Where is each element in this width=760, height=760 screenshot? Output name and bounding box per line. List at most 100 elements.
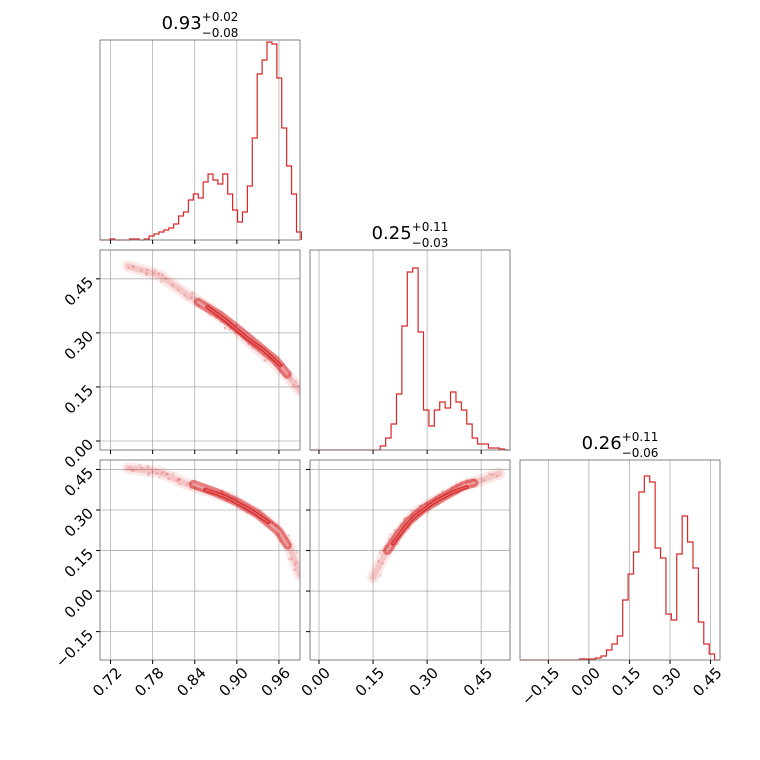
sample-point bbox=[185, 482, 189, 486]
sample-point bbox=[175, 478, 179, 482]
panel-frame bbox=[99, 459, 301, 661]
contour-level bbox=[205, 304, 283, 368]
sample-point bbox=[296, 384, 300, 388]
sample-point bbox=[388, 532, 392, 536]
sample-point bbox=[223, 326, 227, 330]
contour-level bbox=[203, 487, 271, 525]
scatter-panel-2 bbox=[99, 459, 305, 661]
sample-point bbox=[147, 473, 150, 477]
panel-frame bbox=[99, 249, 301, 451]
sample-point bbox=[191, 291, 195, 295]
sample-point bbox=[263, 359, 267, 362]
sample-point bbox=[377, 559, 380, 563]
panel-frame bbox=[309, 459, 511, 661]
x-tick-label: 0.84 bbox=[173, 664, 209, 700]
lower-error: −0.08 bbox=[202, 26, 239, 40]
sample-point bbox=[177, 288, 180, 292]
histogram-panel-1: 0.93+0.02 −0.08 bbox=[99, 10, 303, 241]
x-tick-label: 0.45 bbox=[460, 664, 496, 700]
sample-point bbox=[292, 383, 296, 387]
sample-point bbox=[178, 477, 182, 481]
sample-point bbox=[161, 273, 165, 277]
sample-point bbox=[132, 468, 136, 472]
y-tick-label: 0.00 bbox=[61, 585, 97, 621]
sample-point bbox=[178, 482, 182, 486]
y-tick-label: −0.15 bbox=[52, 626, 97, 671]
sample-point bbox=[153, 268, 157, 272]
sample-point bbox=[290, 557, 294, 561]
sample-point bbox=[183, 294, 187, 298]
y-tick-label: 0.30 bbox=[61, 327, 97, 363]
x-tick-label: 0.30 bbox=[406, 664, 442, 700]
x-tick-label: 0.72 bbox=[89, 664, 125, 700]
contour-level bbox=[188, 479, 292, 550]
sample-point bbox=[294, 560, 298, 564]
sample-point bbox=[495, 474, 499, 478]
histogram-line bbox=[310, 267, 510, 451]
x-tick-label: 0.30 bbox=[649, 664, 685, 700]
sample-point bbox=[287, 557, 291, 561]
sample-point bbox=[165, 472, 169, 476]
y-tick-label: 0.30 bbox=[61, 504, 97, 540]
histogram-panel-2: 0.25+0.11 −0.03 bbox=[309, 220, 511, 451]
sample-point bbox=[158, 476, 161, 479]
sample-density bbox=[125, 263, 300, 394]
sample-point bbox=[482, 478, 486, 482]
sample-point bbox=[289, 377, 293, 381]
x-tick-label: 0.45 bbox=[689, 664, 725, 700]
sample-point bbox=[295, 550, 299, 554]
sample-point bbox=[293, 562, 297, 566]
histogram-panel-3: 0.26+0.11 −0.06 bbox=[519, 430, 721, 661]
sample-point bbox=[185, 297, 189, 301]
panel-frame bbox=[519, 459, 721, 661]
sample-point bbox=[287, 534, 291, 537]
sample-point bbox=[151, 470, 155, 474]
sample-point bbox=[171, 472, 175, 476]
lower-error: −0.06 bbox=[622, 446, 659, 460]
sample-point bbox=[426, 511, 430, 515]
sample-point bbox=[145, 268, 149, 272]
scatter-panel-3 bbox=[309, 459, 511, 661]
median-value: 0.25 bbox=[372, 223, 412, 244]
median-value: 0.93 bbox=[162, 13, 202, 34]
sample-cloud bbox=[122, 260, 300, 397]
sample-point bbox=[145, 271, 148, 275]
x-tick-label: 0.96 bbox=[258, 664, 294, 700]
histogram-line bbox=[520, 475, 720, 661]
sample-point bbox=[140, 268, 143, 272]
contour-level bbox=[390, 485, 469, 546]
sample-point bbox=[189, 296, 193, 299]
contour-inner bbox=[204, 489, 269, 523]
sample-point bbox=[145, 273, 149, 277]
sample-point bbox=[177, 478, 180, 482]
sample-point bbox=[379, 574, 382, 577]
sample-point bbox=[167, 477, 171, 481]
lower-error: −0.03 bbox=[412, 236, 449, 250]
x-tick-label: 0.15 bbox=[352, 664, 388, 700]
upper-error: +0.02 bbox=[202, 10, 239, 24]
sample-point bbox=[147, 472, 151, 475]
sample-point bbox=[164, 277, 168, 280]
upper-error: +0.11 bbox=[622, 430, 659, 444]
sample-point bbox=[300, 569, 303, 572]
sample-point bbox=[380, 549, 384, 552]
sample-point bbox=[138, 463, 141, 467]
sample-point bbox=[160, 280, 163, 283]
panel-frame bbox=[309, 249, 511, 451]
sample-point bbox=[171, 283, 175, 287]
sample-point bbox=[130, 468, 134, 472]
y-tick-label: 0.15 bbox=[61, 381, 97, 417]
sample-point bbox=[302, 576, 305, 579]
sample-point bbox=[140, 466, 144, 470]
median-value: 0.26 bbox=[582, 433, 622, 454]
sample-point bbox=[128, 466, 132, 470]
sample-point bbox=[294, 379, 298, 383]
scatter-panel-1 bbox=[99, 249, 301, 451]
sample-point bbox=[190, 291, 194, 295]
param-title-1: 0.93+0.02 −0.08 bbox=[162, 10, 239, 40]
panel-frame bbox=[99, 39, 301, 241]
sample-point bbox=[159, 472, 163, 476]
sample-point bbox=[488, 472, 491, 476]
contour-inner bbox=[206, 306, 281, 366]
